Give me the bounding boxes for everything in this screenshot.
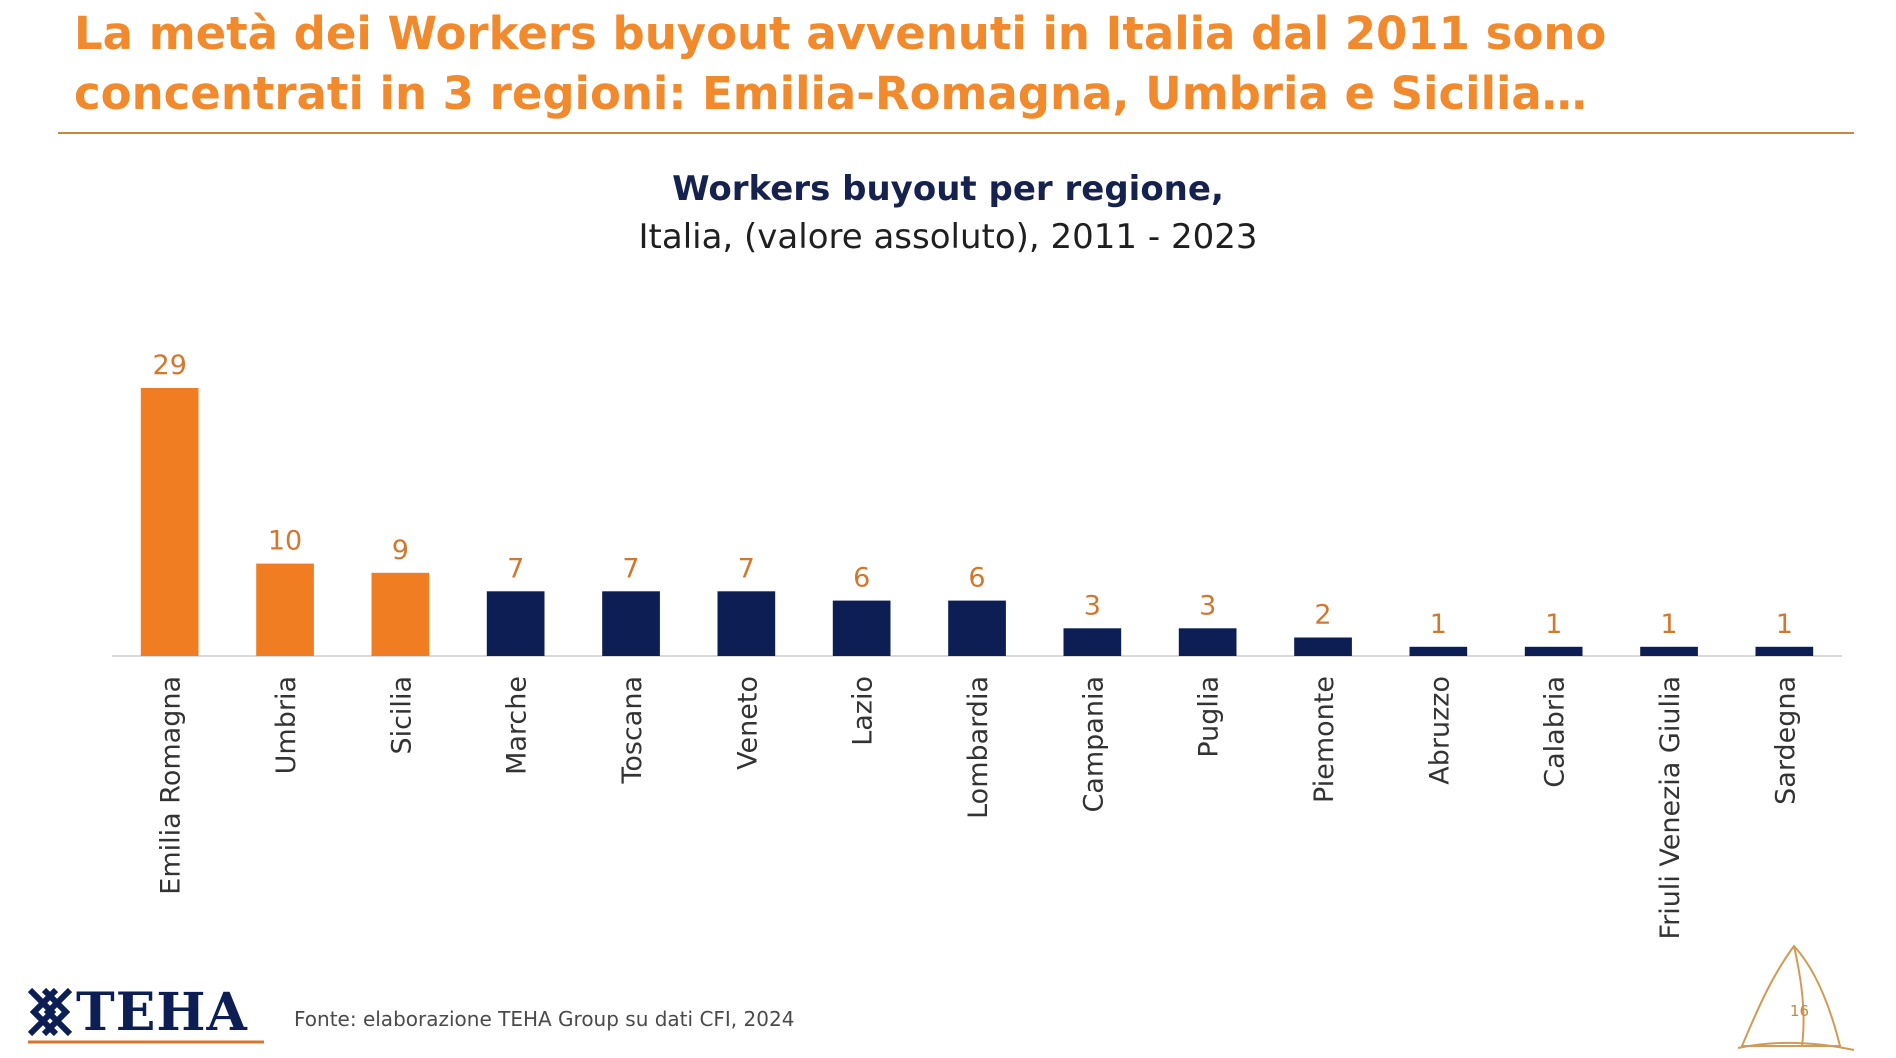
teha-knot-icon <box>27 987 73 1037</box>
bar-sicilia <box>371 572 430 656</box>
category-label-emilia-romagna: Emilia Romagna <box>156 676 187 895</box>
value-label-umbria: 10 <box>268 526 302 557</box>
bar-veneto <box>717 591 776 656</box>
teha-logo-text: TEHA <box>76 982 248 1043</box>
category-label-calabria: Calabria <box>1540 676 1571 788</box>
category-label-group: Emilia Romagna Umbria Sicilia Marche Toscana… <box>156 676 1802 939</box>
bar-emilia-romagna <box>140 388 199 656</box>
headline-line-1: La metà dei Workers buyout avvenuti in I… <box>74 7 1607 60</box>
bar-calabria <box>1524 646 1583 656</box>
value-label-lombardia: 6 <box>968 563 985 594</box>
category-label-veneto: Veneto <box>732 676 763 770</box>
bar-sardegna <box>1755 646 1814 656</box>
teha-logo: TEHA <box>27 982 264 1044</box>
category-label-puglia: Puglia <box>1194 676 1225 758</box>
value-label-lazio: 6 <box>853 563 870 594</box>
category-label-abruzzo: Abruzzo <box>1424 676 1455 785</box>
value-label-puglia: 3 <box>1199 590 1216 621</box>
bar-lazio <box>832 600 891 656</box>
category-label-umbria: Umbria <box>271 676 302 774</box>
category-label-marche: Marche <box>502 676 533 775</box>
headline-divider <box>58 132 1854 134</box>
category-label-lombardia: Lombardia <box>963 676 994 819</box>
value-label-sardegna: 1 <box>1776 609 1793 640</box>
category-label-piemonte: Piemonte <box>1309 676 1340 803</box>
value-label-sicilia: 9 <box>392 535 409 566</box>
bar-puglia <box>1178 628 1237 656</box>
bar-friuli-venezia-giulia <box>1640 646 1698 656</box>
category-label-toscana: Toscana <box>617 676 648 785</box>
bar-campania <box>1063 628 1122 656</box>
category-label-campania: Campania <box>1078 676 1109 813</box>
bar-abruzzo <box>1409 646 1468 656</box>
value-label-toscana: 7 <box>622 553 639 584</box>
page-number: 16 <box>1790 1002 1810 1020</box>
value-label-abruzzo: 1 <box>1430 609 1447 640</box>
category-label-friuli-venezia-giulia: Friuli Venezia Giulia <box>1655 676 1686 939</box>
bar-toscana <box>602 591 660 656</box>
value-label-veneto: 7 <box>738 553 755 584</box>
headline-line-2: concentrati in 3 regioni: Emilia-Romagna… <box>74 67 1587 120</box>
value-label-calabria: 1 <box>1545 609 1562 640</box>
value-label-group: 29 10 9 7 7 7 6 6 3 3 2 1 1 1 1 <box>153 350 1793 640</box>
category-label-lazio: Lazio <box>848 676 879 746</box>
category-label-sardegna: Sardegna <box>1770 676 1801 805</box>
bar-group <box>140 388 1814 656</box>
slide-headline: La metà dei Workers buyout avvenuti in I… <box>74 4 1854 124</box>
value-label-friuli-venezia-giulia: 1 <box>1660 609 1677 640</box>
bar-piemonte <box>1294 637 1352 656</box>
value-label-campania: 3 <box>1084 590 1101 621</box>
bar-umbria <box>256 563 314 656</box>
bar-marche <box>486 591 545 656</box>
value-label-emilia-romagna: 29 <box>153 350 187 381</box>
value-label-piemonte: 2 <box>1314 600 1331 631</box>
chart-title: Workers buyout per regione, <box>672 169 1224 209</box>
source-note: Fonte: elaborazione TEHA Group su dati C… <box>294 1007 795 1031</box>
chart-subtitle: Italia, (valore assoluto), 2011 - 2023 <box>638 217 1258 257</box>
category-label-sicilia: Sicilia <box>386 676 417 755</box>
value-label-marche: 7 <box>507 553 524 584</box>
bar-lombardia <box>948 600 1006 656</box>
sail-icon <box>1737 944 1855 1051</box>
